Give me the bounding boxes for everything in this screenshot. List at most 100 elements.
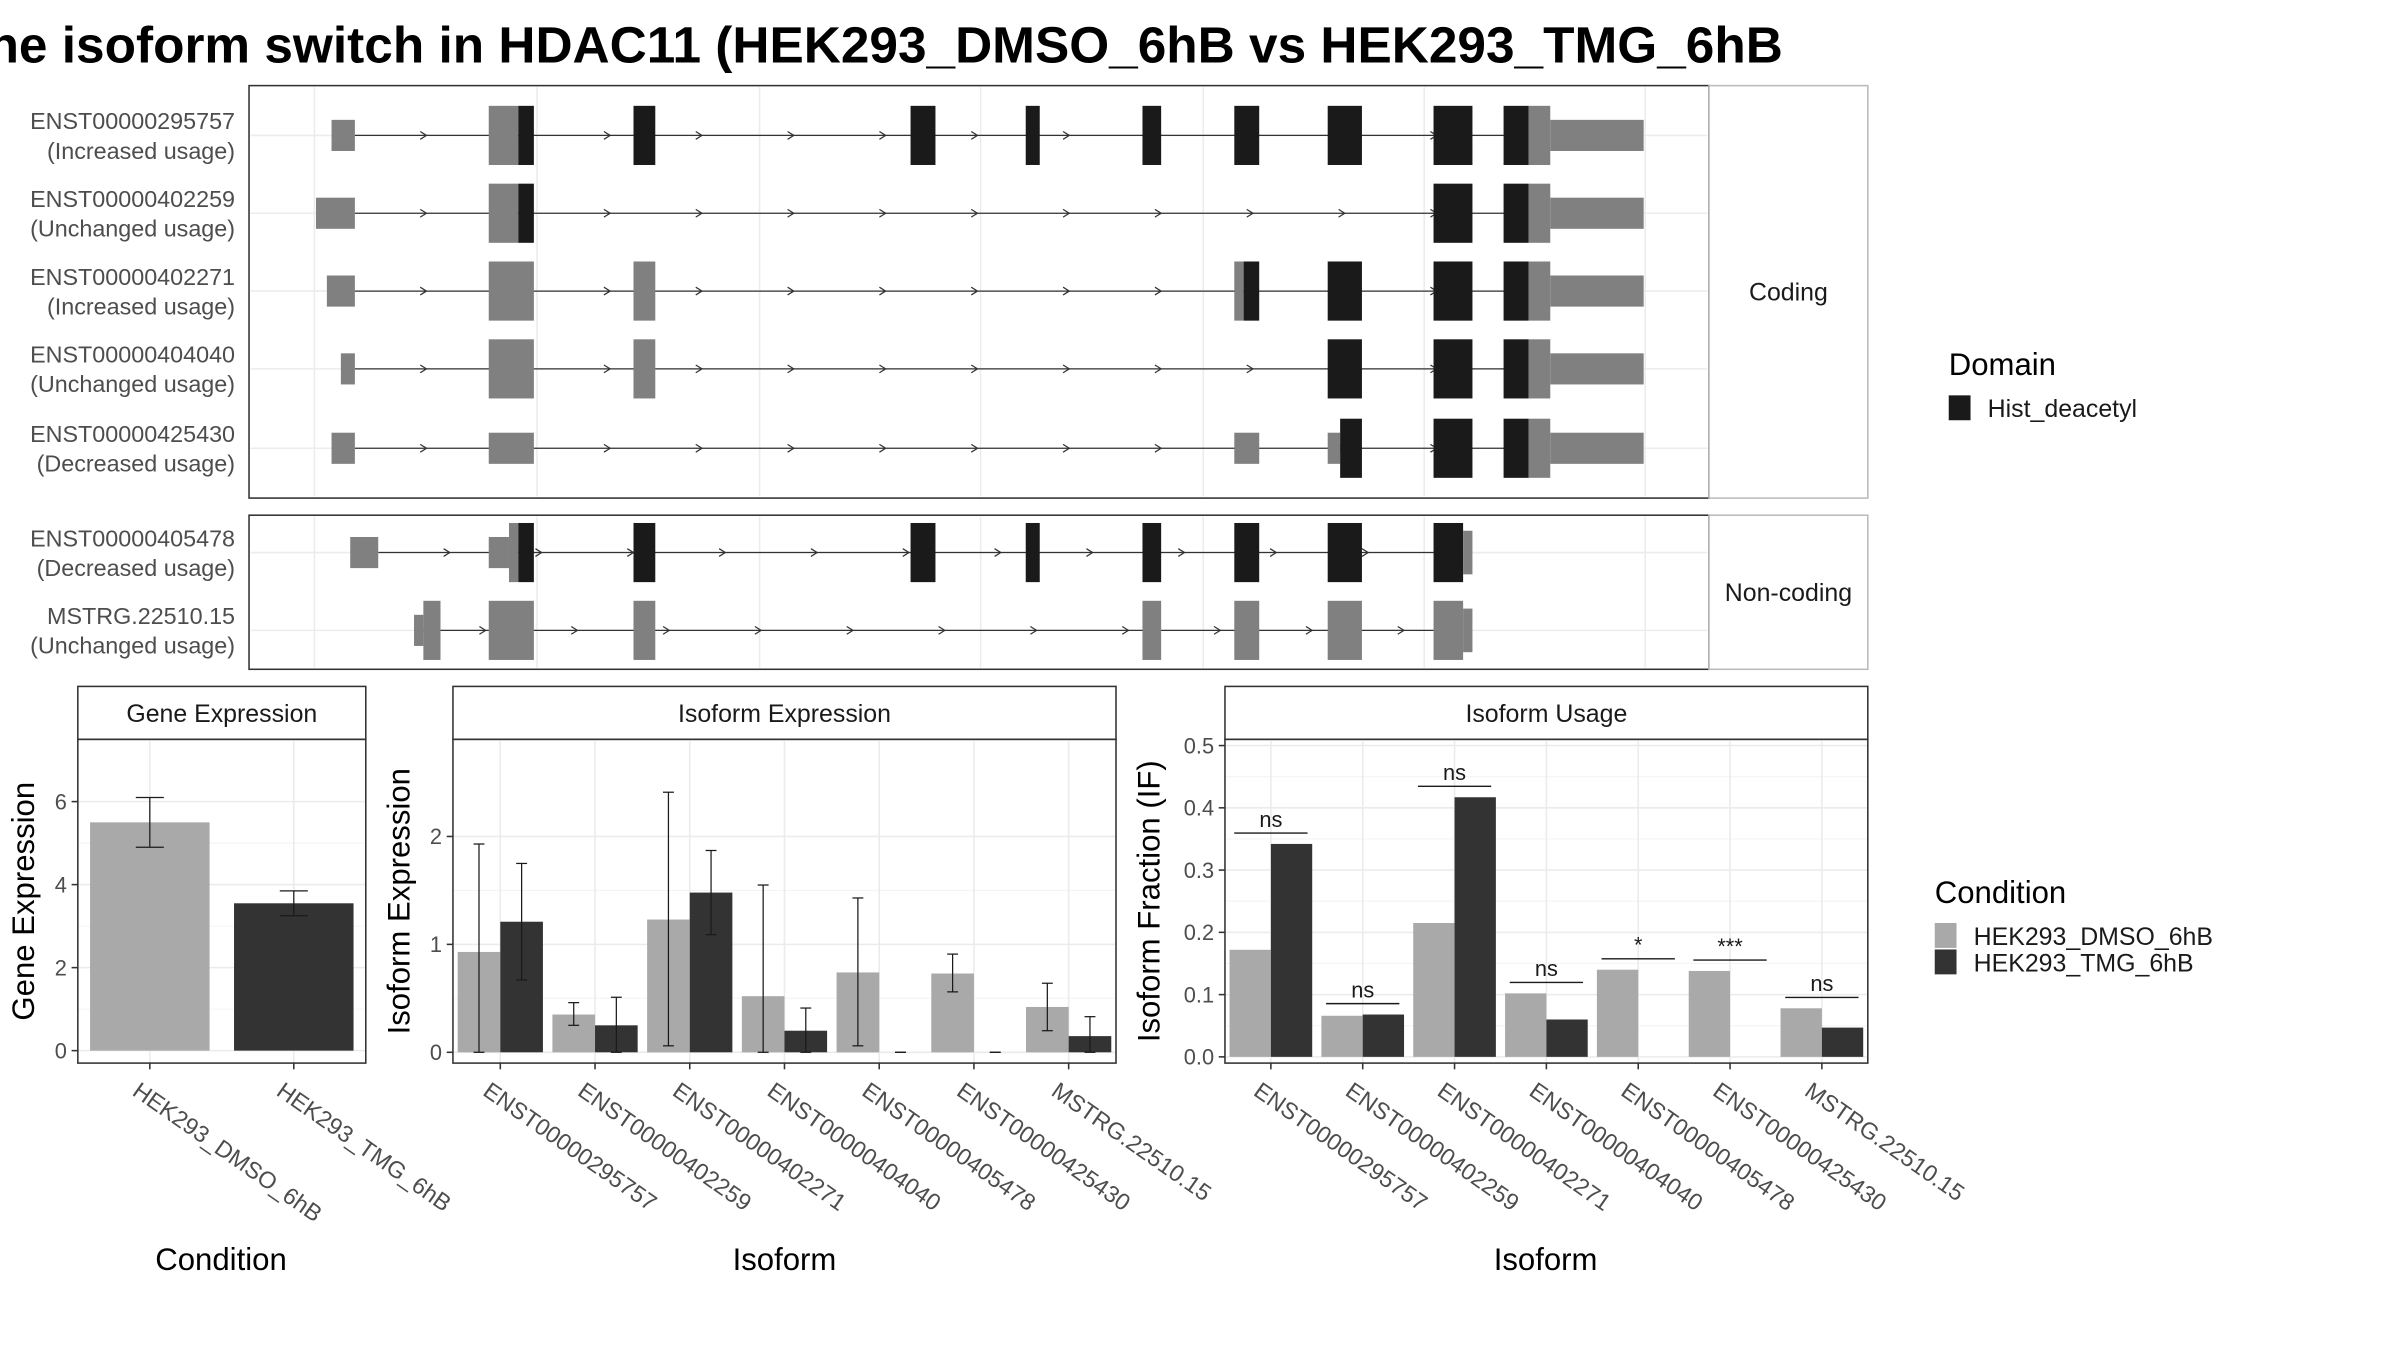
exon-block [1550,353,1644,385]
noncoding-strip [1708,514,1869,671]
domain-exon-block [1243,261,1260,321]
figure-title: he isoform switch in HDAC11 (HEK293_DMSO… [0,16,1783,73]
exon-block [633,600,656,660]
direction-arrow [603,286,612,296]
direction-arrow [879,286,887,296]
exon-block [488,183,519,243]
x-axis-title: Isoform [1494,1242,1598,1277]
transcript-labels: ENST00000295757 (Increased usage) ENST0000… [30,108,235,659]
transcript-usage-label: (Unchanged usage) [30,371,235,397]
y-tick-label: 0.2 [1184,920,1214,945]
bar [1454,797,1496,1057]
direction-arrow [879,443,887,453]
exon-block [1234,432,1260,464]
direction-arrow [754,625,763,635]
bar [1821,1027,1864,1057]
y-tick-label: 0 [55,1038,67,1063]
exon-block [1528,418,1551,478]
exon-block [488,600,534,660]
panel-header-strip [452,685,1117,741]
direction-arrow [810,548,819,557]
exon-block [1528,105,1551,165]
condition-label-dmso: HEK293_DMSO_6hB [1974,923,2213,951]
domain-exon-block [1025,522,1040,583]
x-tick-label: ENST00000402259 [573,1077,756,1216]
bar [234,903,354,1051]
significance-label: * [1634,933,1643,958]
x-tick-label: ENST00000402271 [668,1077,851,1216]
domain-exon-block [1327,261,1362,321]
domain-exon-block [1234,522,1260,583]
condition-label-tmg: HEK293_TMG_6hB [1974,949,2194,977]
bar [1546,1019,1588,1057]
direction-arrow [1121,625,1130,635]
significance-label: *** [1717,934,1743,959]
direction-arrow [970,286,979,296]
bar [1321,1015,1363,1057]
direction-arrow [662,625,671,635]
exon-block [488,339,534,399]
transcript-id-label: ENST00000405478 [30,525,235,551]
x-tick-label: ENST00000405478 [858,1077,1041,1216]
direction-arrow [695,443,704,453]
panel-title: Gene Expression [126,700,317,728]
domain-exon-block [1503,105,1529,165]
isoform-usage-chart: Isoform Usage 0.0 0.1 0.2 0.3 0.4 0.5 ns ns ns ns *… [1132,685,1969,1277]
y-tick-label: 2 [430,824,442,849]
direction-arrow [1177,548,1186,557]
direction-arrow [1030,625,1038,635]
direction-arrow [787,364,795,374]
direction-arrow [570,625,579,635]
y-tick-label: 0 [430,1040,442,1065]
y-tick-label: 0.0 [1184,1045,1214,1070]
bar [1270,843,1313,1057]
y-axis-title: Isoform Fraction (IF) [1132,760,1167,1042]
direction-arrow [443,548,452,557]
bar [1505,993,1547,1057]
direction-arrow [603,443,612,453]
y-tick-label: 0.1 [1184,982,1214,1007]
direction-arrow [718,548,727,557]
domain-exon-block [518,522,534,583]
exon-block [414,614,424,646]
domain-exon-block [1503,261,1529,321]
direction-arrow [787,208,795,218]
domain-exon-block [1142,105,1162,165]
direction-arrow [603,364,612,374]
panel-header-strip [77,685,367,741]
direction-arrow [1305,625,1314,635]
domain-exon-block [1503,339,1529,399]
direction-arrow [1154,443,1163,453]
exon-block [1234,600,1260,660]
exon-block [633,261,656,321]
x-axis-title: Isoform [733,1242,837,1277]
direction-arrow [787,130,795,140]
domain-exon-block [1503,418,1529,478]
direction-arrow [695,208,704,218]
direction-arrow [419,208,428,218]
domain-exon-block [1142,522,1162,583]
direction-arrow [479,625,487,635]
y-tick-label: 6 [55,789,67,814]
domain-legend-label: Hist_deacetyl [1988,395,2137,423]
domain-legend: Domain Hist_deacetyl [1948,347,2137,423]
condition-swatch-tmg [1934,949,1957,975]
x-tick-label: ENST00000425430 [952,1077,1135,1216]
exon-block [326,275,355,307]
transcript-id-label: ENST00000404040 [30,342,235,368]
exon-block [1327,600,1362,660]
x-axis-title: Condition [155,1242,287,1277]
direction-arrow [970,443,979,453]
y-tick-label: 0.4 [1184,796,1214,821]
direction-arrow [994,548,1003,557]
direction-arrow [419,364,428,374]
direction-arrow [695,130,704,140]
exon-block [488,432,534,464]
exon-block [423,600,441,660]
domain-exon-block [518,183,534,243]
direction-arrow [1246,208,1255,218]
direction-arrow [535,548,543,557]
domain-exon-block [1433,105,1473,165]
plot-frame [77,738,367,1064]
